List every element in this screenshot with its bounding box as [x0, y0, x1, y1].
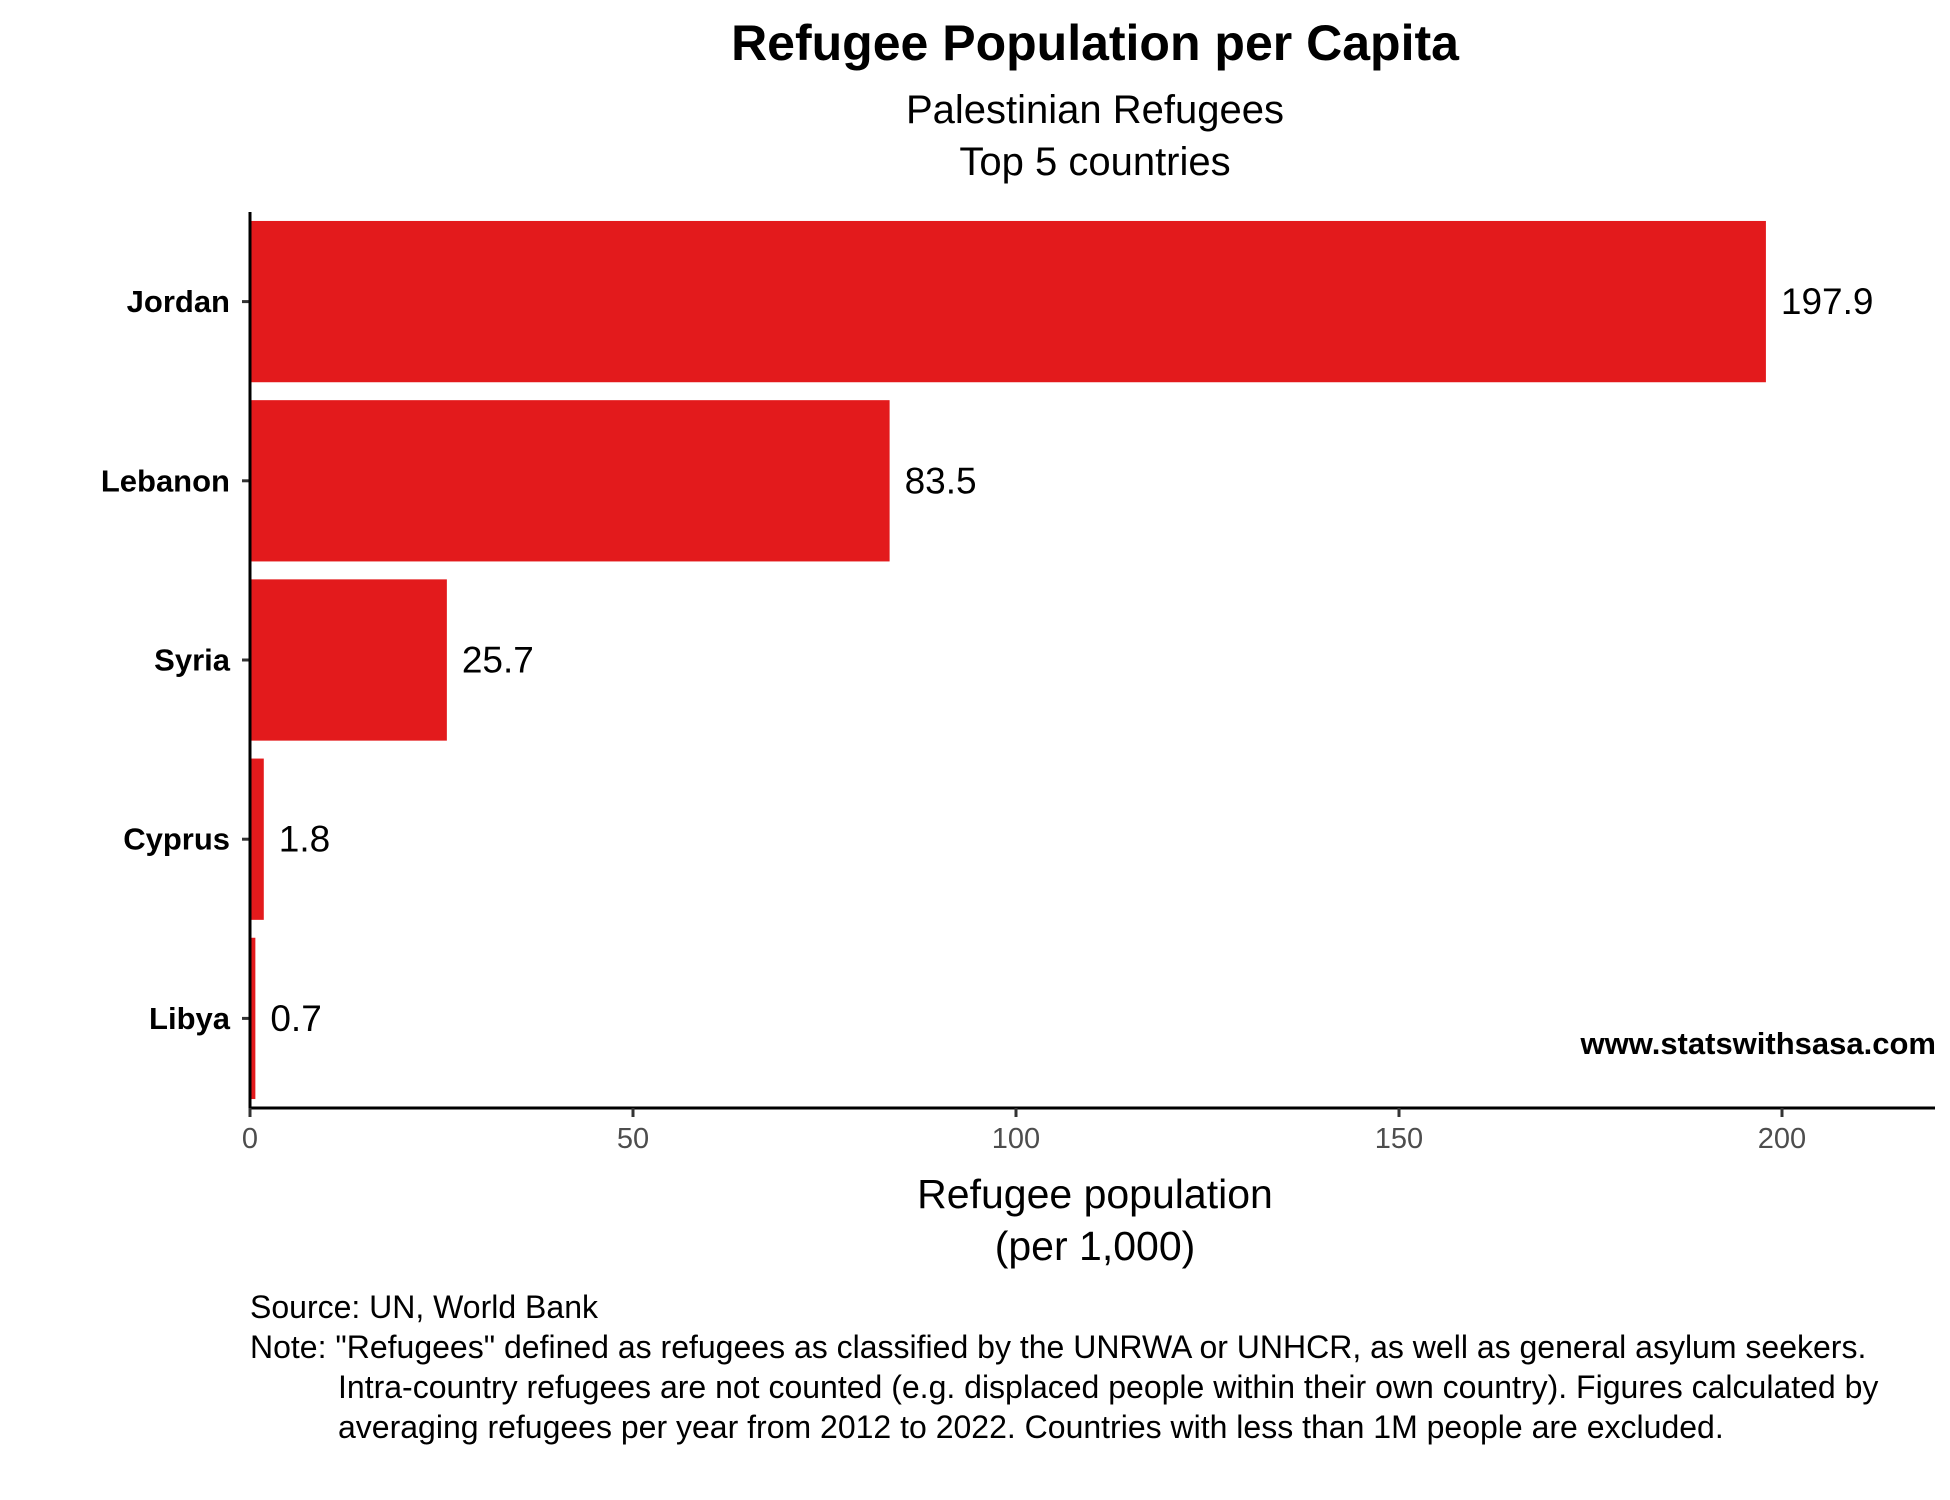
y-tick-label-cyprus: Cyprus	[123, 822, 230, 857]
value-label-cyprus: 1.8	[279, 819, 330, 860]
x-tick-label-150: 150	[1375, 1123, 1423, 1155]
y-tick-label-syria: Syria	[154, 643, 231, 678]
chart-subtitle-line-2: Top 5 countries	[959, 140, 1231, 184]
value-labels-group: 197.9 83.5 25.7 1.8 0.7	[270, 281, 1873, 1039]
chart-subtitle-line-1: Palestinian Refugees	[905, 88, 1285, 132]
bar-lebanon	[250, 400, 890, 562]
bar-jordan	[250, 220, 1766, 383]
watermark-text: www.statswithsasa.com	[1580, 1026, 1936, 1061]
chart-title: Refugee Population per Capita	[731, 15, 1459, 71]
caption-note: Note: "Refugees" defined as refugees as …	[250, 1329, 1879, 1445]
x-tick-label-0: 0	[242, 1123, 258, 1155]
caption-source: Source: UN, World Bank	[250, 1289, 598, 1325]
x-tick-label-50: 50	[617, 1123, 649, 1155]
y-tick-label-jordan: Jordan	[127, 284, 230, 319]
bars-group	[250, 220, 1766, 1100]
x-tick-label-200: 200	[1758, 1123, 1806, 1155]
value-label-libya: 0.7	[270, 998, 321, 1039]
bar-libya	[250, 937, 256, 1100]
value-label-syria: 25.7	[462, 640, 534, 681]
x-axis: 0 50 100 150 200	[242, 1106, 1935, 1155]
bar-cyprus	[250, 758, 264, 920]
y-tick-label-lebanon: Lebanon	[101, 463, 230, 498]
caption: Source: UN, World Bank Note: "Refugees" …	[250, 1287, 1930, 1447]
value-label-jordan: 197.9	[1781, 281, 1874, 322]
bar-syria	[250, 579, 447, 741]
value-label-lebanon: 83.5	[905, 460, 977, 501]
x-axis-title-line-1: Refugee population	[917, 1171, 1273, 1217]
x-tick-label-100: 100	[992, 1123, 1040, 1155]
y-axis: Jordan Lebanon Syria Cyprus Libya	[101, 212, 252, 1108]
x-axis-title-line-2: (per 1,000)	[994, 1223, 1196, 1269]
y-tick-label-libya: Libya	[149, 1001, 231, 1036]
